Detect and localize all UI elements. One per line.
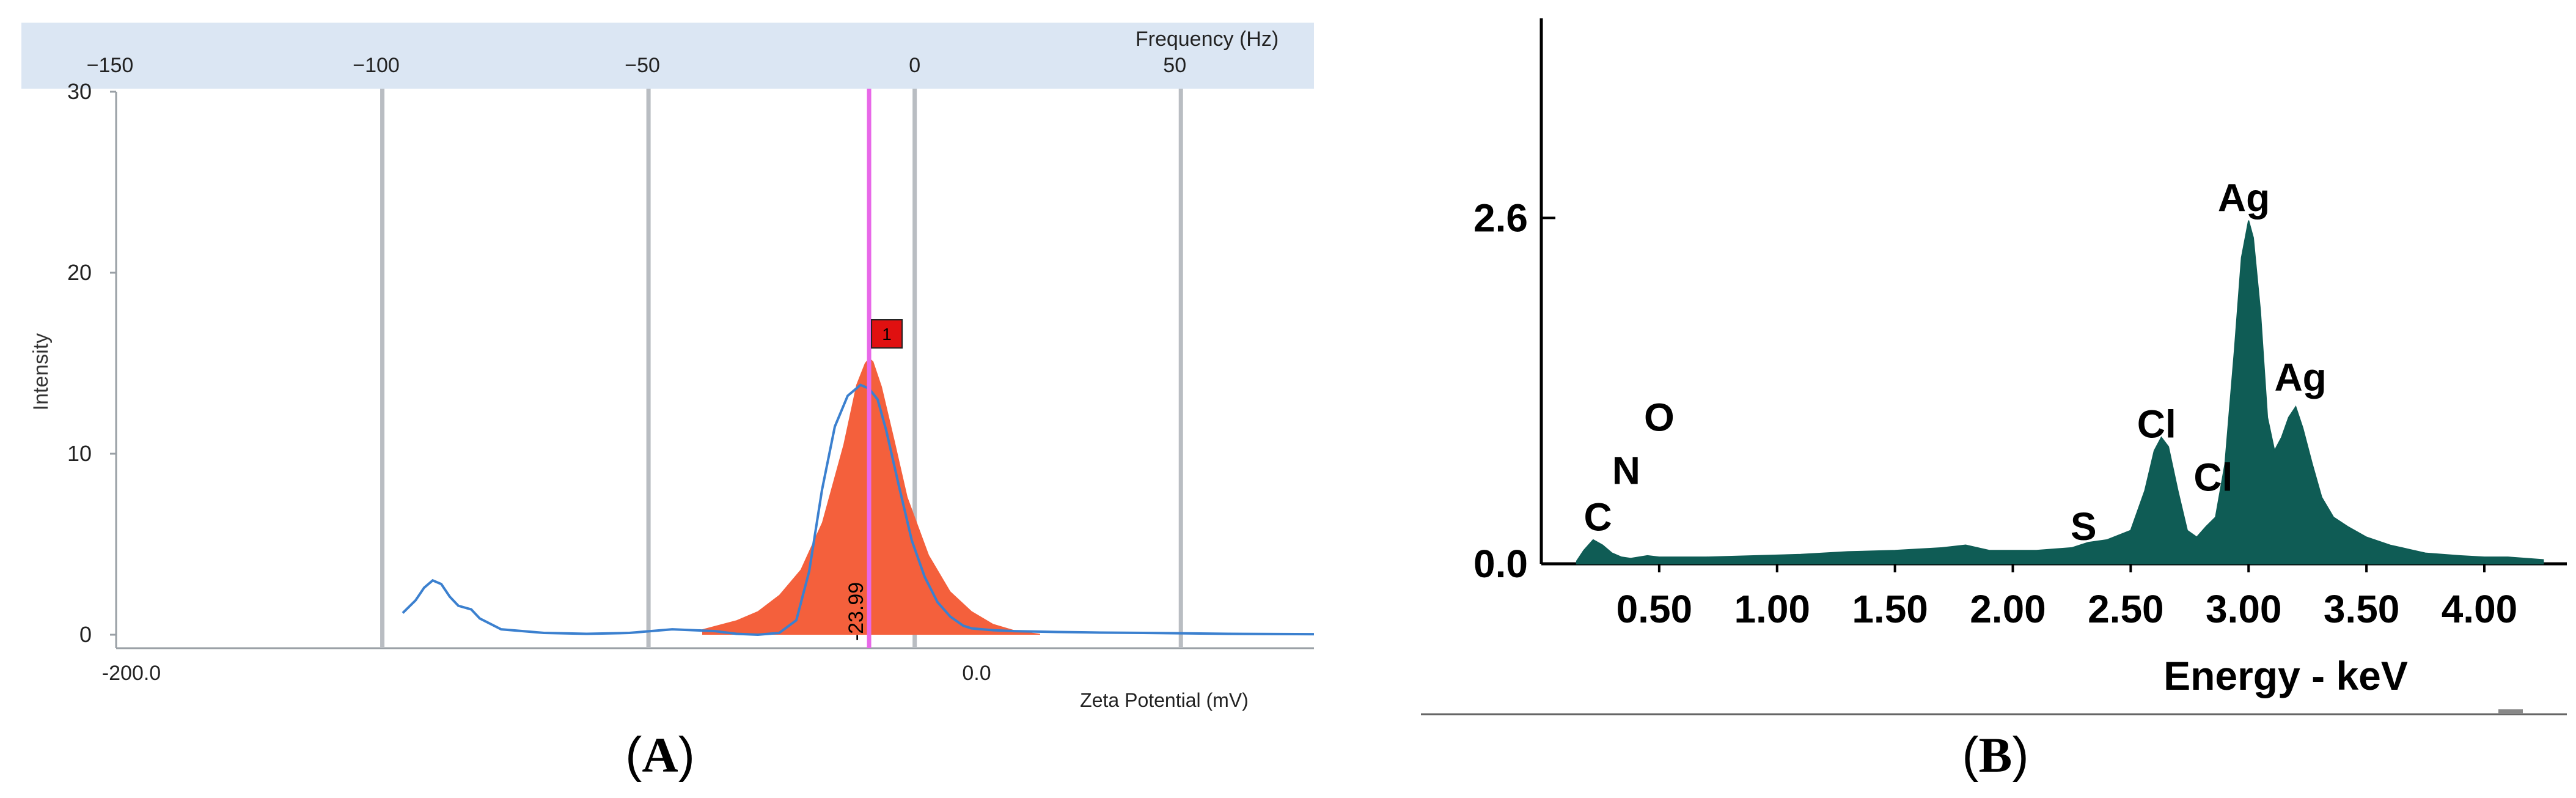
element-label: S	[2071, 504, 2097, 549]
eds-spectrum-area	[1576, 220, 2544, 564]
element-label: C	[1583, 495, 1612, 539]
eds-corner-mark	[2498, 709, 2523, 714]
eds-x-tick-label: 3.50	[2324, 587, 2400, 631]
frequency-tick-label: 50	[1163, 54, 1186, 77]
peak-value-label: -23.99	[845, 582, 868, 641]
eds-y-tick-label: 0.0	[1473, 542, 1528, 586]
eds-data-marks	[1576, 220, 2544, 564]
panel-a-label: (A)	[625, 727, 695, 783]
zeta-tick-label: -200.0	[102, 662, 161, 685]
zeta-plot-background	[116, 89, 1314, 651]
zeta-potential-axis-label: Zeta Potential (mV)	[1080, 689, 1249, 711]
eds-element-labels: CNO S Cl Cl Ag Ag	[1583, 175, 2326, 548]
frequency-tick-label: −50	[625, 54, 660, 77]
intensity-tick-label: 10	[67, 441, 92, 466]
element-label: N	[1612, 448, 1640, 492]
intensity-tick-label: 20	[67, 260, 92, 285]
zeta-potential-panel: 1 -23.99 −150 −100 −50 0 50 0 10 20 30 -200.0 0.0 I…	[21, 23, 1315, 783]
intensity-tick-label: 30	[67, 79, 92, 104]
zeta-tick-label: 0.0	[962, 662, 991, 685]
eds-x-tick-label: 1.50	[1852, 587, 1928, 631]
eds-tick-labels: 0.0 2.6 0.50 1.00 1.50 2.00 2.50 3.00 3.50 4.00	[1473, 196, 2517, 631]
element-label: O	[1644, 395, 1675, 439]
frequency-tick-label: 0	[909, 54, 920, 77]
panel-b-label: (B)	[1962, 727, 2028, 783]
eds-spectrum-panel: 0.0 2.6 0.50 1.00 1.50 2.00 2.50 3.00 3.50 4.00 C…	[1421, 18, 2567, 783]
peak-badge-number: 1	[882, 325, 892, 344]
eds-x-tick-label: 0.50	[1616, 587, 1693, 631]
eds-x-tick-label: 4.00	[2442, 587, 2518, 631]
intensity-axis-label: Intensity	[29, 333, 53, 411]
intensity-tick-label: 0	[79, 622, 92, 647]
zeta-tick-labels: −150 −100 −50 0 50 0 10 20 30 -200.0 0.0	[67, 54, 1186, 685]
frequency-tick-label: −150	[87, 54, 134, 77]
zeta-data-marks: 1 -23.99	[402, 89, 1315, 648]
element-label: Ag	[2218, 175, 2270, 220]
frequency-tick-label: −100	[353, 54, 400, 77]
eds-x-tick-label: 2.00	[1970, 587, 2046, 631]
eds-x-tick-label: 2.50	[2088, 587, 2164, 631]
element-label: Cl	[2137, 402, 2176, 446]
eds-x-tick-label: 1.00	[1734, 587, 1810, 631]
element-label: Ag	[2274, 355, 2326, 399]
eds-x-tick-label: 3.00	[2206, 587, 2282, 631]
element-label: Cl	[2193, 455, 2233, 499]
peak-badge	[871, 319, 903, 349]
energy-axis-label: Energy - keV	[2163, 653, 2408, 698]
zeta-gridlines	[380, 89, 1183, 648]
eds-y-tick-label: 2.6	[1473, 196, 1528, 240]
distribution-curve	[402, 383, 1315, 637]
frequency-axis-label: Frequency (Hz)	[1136, 28, 1279, 51]
frequency-header-band	[21, 23, 1314, 89]
